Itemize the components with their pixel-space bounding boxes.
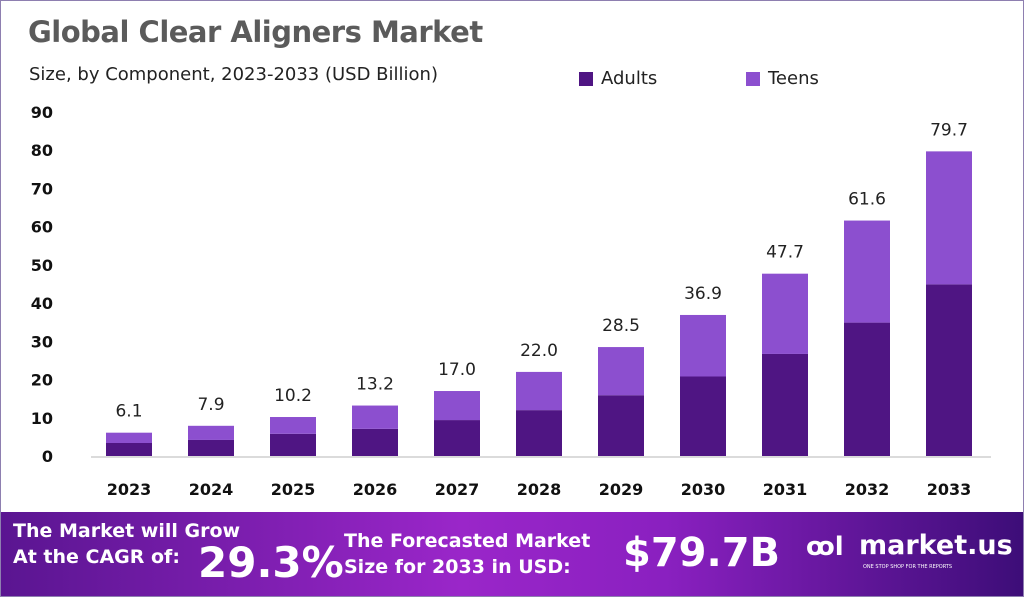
bar-adults-2028 (516, 410, 562, 456)
bar-teens-2029 (598, 347, 644, 396)
y-tick-label: 80 (31, 141, 53, 160)
bar-adults-2033 (926, 284, 972, 456)
data-label-total: 79.7 (930, 120, 968, 140)
bar-adults-2027 (434, 420, 480, 456)
y-tick-label: 20 (31, 371, 53, 390)
bar-teens-2033 (926, 151, 972, 285)
x-tick-label: 2033 (927, 480, 972, 499)
bar-teens-2032 (844, 220, 890, 323)
data-label-total: 22.0 (520, 341, 558, 361)
logo-tagline: ONE STOP SHOP FOR THE REPORTS (863, 564, 953, 570)
grow-line2: At the CAGR of: (13, 546, 180, 568)
x-tick-label: 2024 (189, 480, 234, 499)
legend-swatch-adults (579, 71, 593, 86)
bar-teens-2031 (762, 273, 808, 354)
y-tick-label: 0 (42, 447, 53, 466)
bar-teens-2024 (188, 425, 234, 440)
y-tick-label: 70 (31, 179, 53, 198)
x-tick-label: 2023 (107, 480, 152, 499)
bar-teens-2028 (516, 371, 562, 411)
bar-teens-2026 (352, 405, 398, 429)
bar-adults-2024 (188, 439, 234, 456)
bar-adults-2030 (680, 376, 726, 456)
data-label-total: 13.2 (356, 375, 394, 395)
y-tick-label: 30 (31, 332, 53, 351)
x-tick-label: 2025 (271, 480, 316, 499)
data-label-total: 10.2 (274, 386, 312, 406)
y-tick-label: 60 (31, 218, 53, 237)
chart-subtitle: Size, by Component, 2023-2033 (USD Billi… (29, 64, 438, 85)
legend-label-adults: Adults (601, 68, 658, 89)
forecast-line1: The Forecasted Market (344, 530, 591, 552)
legend-swatch-teens (746, 71, 760, 86)
y-tick-label: 90 (31, 103, 53, 122)
bar-adults-2025 (270, 433, 316, 456)
x-tick-label: 2026 (353, 480, 398, 499)
bar-teens-2023 (106, 432, 152, 444)
y-tick-label: 40 (31, 294, 53, 313)
bar-teens-2030 (680, 314, 726, 377)
x-tick-label: 2031 (763, 480, 808, 499)
x-tick-label: 2029 (599, 480, 644, 499)
data-label-total: 7.9 (197, 395, 224, 415)
x-tick-label: 2032 (845, 480, 890, 499)
bar-teens-2027 (434, 391, 480, 421)
bar-adults-2023 (106, 443, 152, 456)
chart-title: Global Clear Aligners Market (28, 15, 483, 49)
summary-banner: The Market will Grow At the CAGR of: 29.… (1, 512, 1023, 596)
bar-adults-2026 (352, 428, 398, 456)
data-label-total: 6.1 (115, 402, 142, 422)
cagr-value: 29.3% (198, 538, 344, 587)
x-tick-label: 2027 (435, 480, 480, 499)
legend-adults: Adults (579, 68, 657, 89)
y-tick-label: 50 (31, 256, 53, 275)
x-tick-label: 2028 (517, 480, 562, 499)
bar-adults-2032 (844, 322, 890, 456)
data-label-total: 47.7 (766, 243, 804, 263)
data-label-total: 36.9 (684, 284, 722, 304)
forecast-value: $79.7B (623, 530, 781, 576)
logo-icon: ꝏl (806, 532, 844, 562)
bar-adults-2029 (598, 395, 644, 456)
logo-text: market.us (859, 530, 1013, 561)
data-label-total: 28.5 (602, 316, 640, 336)
bar-adults-2031 (762, 353, 808, 456)
data-label-total: 61.6 (848, 190, 886, 210)
legend-label-teens: Teens (768, 68, 819, 89)
x-tick-label: 2030 (681, 480, 726, 499)
forecast-line2: Size for 2033 in USD: (344, 556, 571, 578)
bar-teens-2025 (270, 417, 316, 434)
legend-teens: Teens (746, 68, 819, 89)
data-label-total: 17.0 (438, 360, 476, 380)
grow-line1: The Market will Grow (13, 520, 241, 542)
y-tick-label: 10 (31, 409, 53, 428)
bar-chart: 01020304050607080906.120237.9202410.2202… (31, 103, 991, 499)
